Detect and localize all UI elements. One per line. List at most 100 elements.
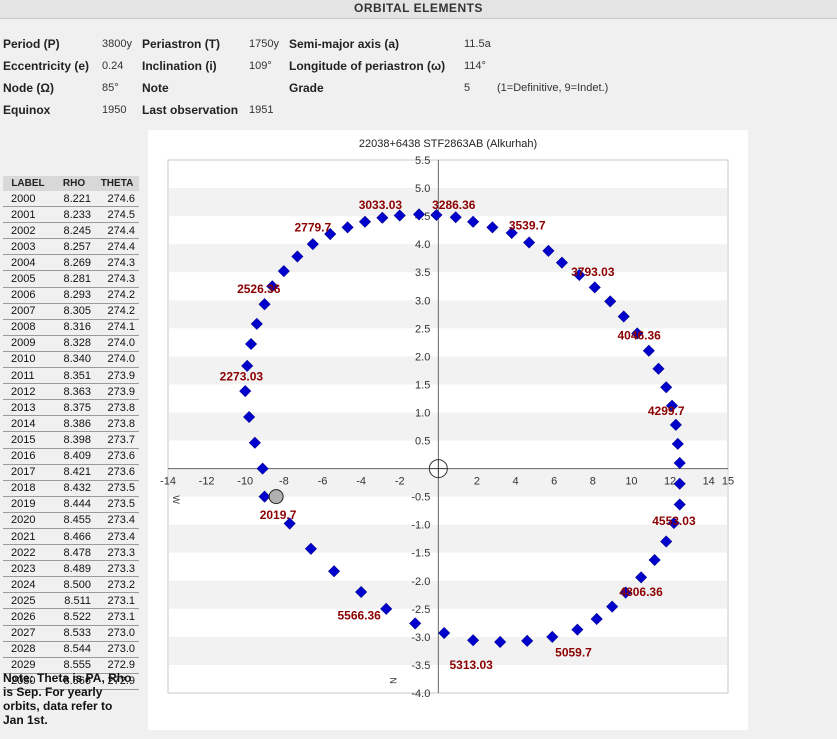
grade-value: 5 — [464, 82, 471, 94]
grid-band — [169, 412, 727, 441]
row-rho: 8.555 — [53, 657, 95, 674]
orbit-point — [266, 280, 279, 293]
row-rho: 8.398 — [53, 431, 95, 449]
table-row: 2025 8.511 273.1 — [3, 592, 139, 610]
periastron-value: 1750y — [249, 38, 279, 50]
row-theta: 273.6 — [95, 464, 139, 481]
row-theta: 274.4 — [95, 222, 139, 240]
y-tick-label: -1.5 — [411, 548, 430, 560]
footnote: Note: Theta is PA, Rho is Sep. For yearl… — [3, 671, 132, 727]
grid-band — [169, 636, 727, 665]
table-row: 2010 8.340 274.0 — [3, 351, 139, 369]
table-row: 2011 8.351 273.9 — [3, 367, 139, 385]
orbit-point — [467, 634, 480, 647]
table-row: 2029 8.555 272.9 — [3, 657, 139, 674]
x-tick-label: 10 — [625, 476, 637, 488]
x-tick-label: 12 — [664, 476, 676, 488]
orbit-point-label: 2526.36 — [237, 282, 281, 296]
current-position-marker — [268, 489, 284, 505]
table-row: 2013 8.375 273.8 — [3, 399, 139, 417]
table-row: 2000 8.221 274.6 — [3, 191, 139, 208]
row-rho: 8.386 — [53, 415, 95, 433]
table-row: 2024 8.500 273.2 — [3, 576, 139, 594]
orbit-plot: 22038+6438 STF2863AB (Alkurhah) -14 -12 -10… — [148, 130, 748, 730]
orbit-point-label: 4806.36 — [619, 585, 663, 599]
row-rho: 8.221 — [53, 191, 95, 208]
x-tick-label: 14 — [703, 476, 715, 488]
row-label: 2005 — [3, 270, 53, 288]
north-marker: N — [388, 677, 398, 684]
orbit-point — [673, 477, 686, 490]
row-rho: 8.233 — [53, 206, 95, 224]
table-row: 2028 8.544 273.0 — [3, 641, 139, 658]
row-theta: 274.0 — [95, 351, 139, 369]
row-theta: 273.8 — [95, 415, 139, 433]
orbit-point — [358, 215, 371, 228]
row-rho: 8.328 — [53, 335, 95, 352]
row-theta: 273.2 — [95, 576, 139, 594]
table-row: 2006 8.293 274.2 — [3, 287, 139, 304]
period-label: Period (P) — [3, 37, 60, 51]
note-label: Note — [142, 81, 169, 95]
eccentricity-label: Eccentricity (e) — [3, 59, 90, 73]
row-theta: 273.3 — [95, 544, 139, 562]
orbit-point — [258, 490, 271, 503]
orbit-point-label: 3286.36 — [432, 198, 476, 212]
orbit-point — [328, 565, 341, 578]
y-tick-label: 1.0 — [415, 407, 430, 419]
orbit-point — [542, 244, 555, 257]
table-row: 2008 8.316 274.1 — [3, 319, 139, 336]
x-tick-label: -2 — [395, 476, 405, 488]
node-label: Node (Ω) — [3, 81, 54, 95]
orbit-point — [438, 626, 451, 639]
orbit-point — [573, 269, 586, 282]
table-row: 2005 8.281 274.3 — [3, 270, 139, 288]
orbit-point — [380, 602, 393, 615]
orbit-point — [449, 211, 462, 224]
orbit-point — [590, 612, 603, 625]
orbit-point-label: 4553.03 — [652, 514, 696, 528]
y-tick-label: 4.0 — [415, 239, 430, 251]
row-label: 2027 — [3, 625, 53, 642]
orbit-point — [635, 571, 648, 584]
row-label: 2015 — [3, 431, 53, 449]
row-label: 2009 — [3, 335, 53, 352]
orbit-point — [588, 281, 601, 294]
row-theta: 273.9 — [95, 383, 139, 401]
orbit-point — [673, 456, 686, 469]
orbit-point — [277, 265, 290, 278]
row-theta: 273.1 — [95, 592, 139, 610]
row-label: 2021 — [3, 528, 53, 546]
row-rho: 8.489 — [53, 560, 95, 578]
table-header-row: LABEL RHO THETA — [3, 176, 139, 191]
table-row: 2007 8.305 274.2 — [3, 303, 139, 320]
orbit-point — [248, 436, 261, 449]
row-label: 2002 — [3, 222, 53, 240]
row-label: 2018 — [3, 480, 53, 497]
row-label: 2016 — [3, 448, 53, 465]
x-tick-label: -4 — [356, 476, 366, 488]
row-rho: 8.340 — [53, 351, 95, 369]
orbit-point-label: 4299.7 — [648, 404, 685, 418]
orbit-point — [571, 623, 584, 636]
x-tick-label: -14 — [160, 476, 176, 488]
orbit-point — [555, 256, 568, 269]
grade-scale: (1=Definitive, 9=Indet.) — [497, 82, 609, 94]
row-label: 2014 — [3, 415, 53, 433]
col-header-theta: THETA — [95, 176, 139, 191]
y-tick-label: 2.5 — [415, 323, 430, 335]
longitude-label: Longitude of periastron (ω) — [289, 59, 446, 73]
y-tick-label: 5.0 — [415, 183, 430, 195]
equinox-value: 1950 — [102, 104, 127, 116]
grid-band — [169, 244, 727, 273]
table-row: 2018 8.432 273.5 — [3, 480, 139, 497]
orbit-point-label: 5566.36 — [337, 609, 381, 623]
west-marker: W — [171, 495, 181, 504]
orbit-point — [546, 630, 559, 643]
equinox-label: Equinox — [3, 103, 51, 117]
row-rho: 8.544 — [53, 641, 95, 658]
y-tick-label: 2.0 — [415, 351, 430, 363]
y-tick-label: 3.5 — [415, 267, 430, 279]
orbit-point — [486, 221, 499, 234]
x-tick-label: -10 — [237, 476, 253, 488]
